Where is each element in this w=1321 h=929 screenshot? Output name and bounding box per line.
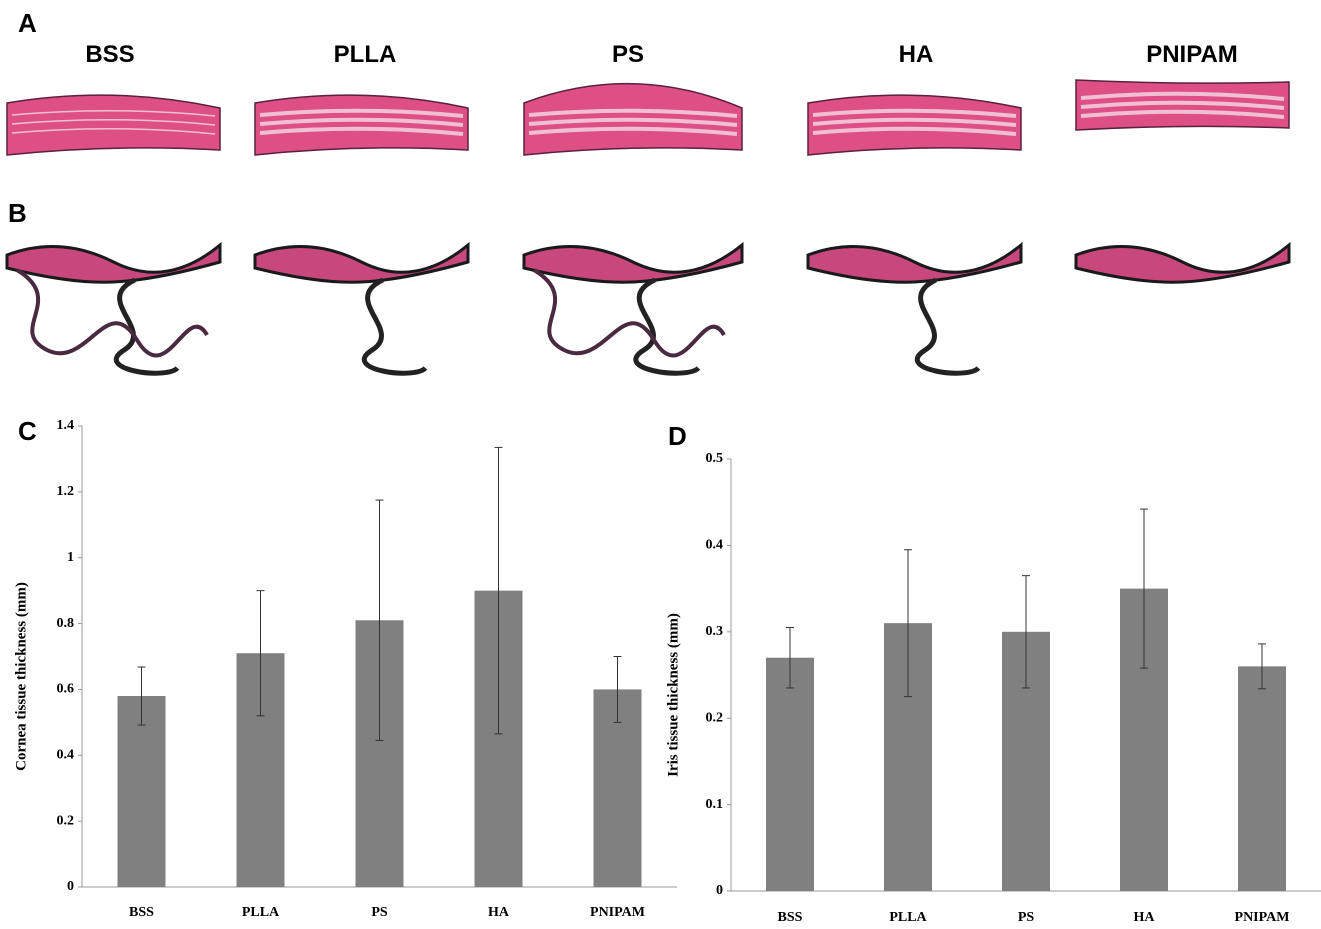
y-tick-label: 0.6 bbox=[57, 682, 75, 697]
x-tick-label: HA bbox=[488, 905, 510, 920]
iris-fold bbox=[917, 280, 978, 373]
x-tick-label: PNIPAM bbox=[1235, 910, 1290, 925]
x-tick-label: PS bbox=[1018, 910, 1035, 925]
bar bbox=[1238, 666, 1286, 891]
x-tick-label: BSS bbox=[778, 910, 803, 925]
cornea-section bbox=[7, 95, 220, 155]
y-tick-label: 1.2 bbox=[57, 484, 75, 499]
y-tick-label: 0.4 bbox=[57, 748, 75, 763]
charts: 0 0.2 0.4 0.6 0.8 1 1.2 1.4 Cornea tissue thickn… bbox=[13, 418, 1321, 925]
image-label: PNIPAM bbox=[1146, 41, 1238, 68]
y-axis-title: Cornea tissue thickness (mm) bbox=[13, 582, 29, 771]
y-tick-label: 1.4 bbox=[57, 418, 75, 433]
y-tick-label: 0 bbox=[67, 879, 74, 894]
x-tick-label: PLLA bbox=[889, 910, 927, 925]
x-tick-label: PNIPAM bbox=[590, 905, 645, 920]
figure: A B C D BSS PLLA PS HA PNIPAM 0 0.2 0.4 0.6 0.8 1… bbox=[0, 0, 1321, 929]
x-tick-label: BSS bbox=[129, 905, 154, 920]
panel-label: B bbox=[8, 198, 27, 228]
y-tick-label: 1 bbox=[67, 550, 74, 565]
x-tick-label: PS bbox=[371, 905, 388, 920]
cornea-section bbox=[808, 95, 1021, 155]
iris-fold bbox=[1185, 280, 1246, 373]
cornea-section bbox=[255, 95, 468, 155]
y-tick-label: 0.3 bbox=[706, 624, 724, 639]
iris-section bbox=[1076, 245, 1289, 282]
bar bbox=[766, 658, 814, 891]
y-tick-label: 0.2 bbox=[706, 710, 724, 725]
panel-label: A bbox=[18, 8, 37, 38]
iris-fold bbox=[364, 280, 425, 373]
image-label: PLLA bbox=[334, 41, 397, 68]
panel-label: C bbox=[18, 416, 37, 446]
iris-section bbox=[808, 245, 1021, 282]
x-tick-label: PLLA bbox=[242, 905, 280, 920]
image-label: PS bbox=[612, 41, 644, 68]
image-label: BSS bbox=[85, 41, 134, 68]
y-tick-label: 0.8 bbox=[57, 616, 75, 631]
panel-label: D bbox=[668, 421, 687, 451]
y-tick-label: 0.4 bbox=[706, 538, 724, 553]
image-label: HA bbox=[899, 41, 934, 68]
iris-section bbox=[7, 245, 220, 282]
histology-images: BSS PLLA PS HA PNIPAM bbox=[7, 41, 1289, 373]
y-tick-label: 0.1 bbox=[706, 797, 724, 812]
iris-section bbox=[255, 245, 468, 282]
iris-section bbox=[524, 245, 742, 282]
x-tick-label: HA bbox=[1134, 910, 1156, 925]
y-tick-label: 0.5 bbox=[706, 451, 724, 466]
y-tick-label: 0 bbox=[716, 883, 723, 898]
y-tick-label: 0.2 bbox=[57, 813, 75, 828]
y-axis-title: Iris tissue thickness (mm) bbox=[665, 613, 681, 777]
